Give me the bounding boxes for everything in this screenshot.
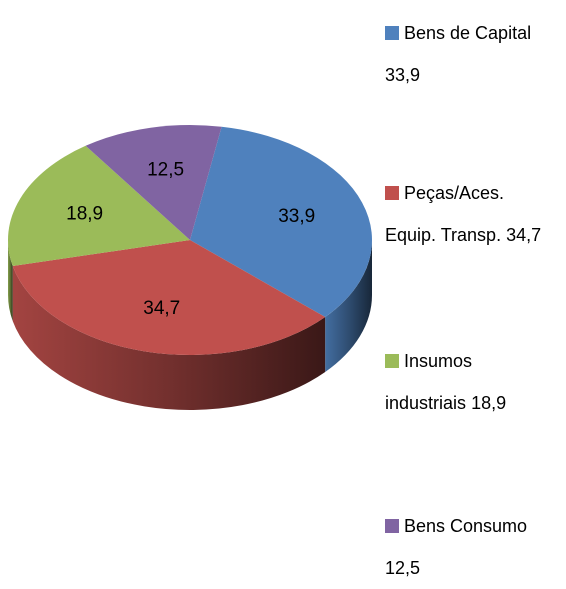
legend-label: Peças/Aces. Equip. Transp. <box>385 183 505 245</box>
data-label: 18,9 <box>66 203 103 224</box>
slice <box>12 240 326 355</box>
data-label: 33,9 <box>278 206 315 227</box>
legend-entry: Peças/Aces. Equip. Transp. 34,7 <box>385 172 550 256</box>
page: {"chart_data": {"type": "pie", "categori… <box>8 12 550 578</box>
legend-swatch <box>385 519 399 533</box>
slice-side <box>325 240 372 373</box>
legend-entry: Bens Consumo 12,5 <box>385 505 550 589</box>
legend-value: 12,5 <box>385 558 421 578</box>
data-label: 12,5 <box>147 159 184 180</box>
legend-value: 18,9 <box>471 393 507 413</box>
legend-entry: Insumos industriais 18,9 <box>385 340 550 424</box>
chart: 33,9 34,7 18,9 12,5 <box>8 125 372 410</box>
legend-value: 34,7 <box>506 225 542 245</box>
legend-label: Insumos industriais <box>385 351 473 413</box>
legend-label: Bens Consumo <box>404 516 528 536</box>
data-label: 34,7 <box>143 298 180 319</box>
slice <box>85 125 222 240</box>
legend-swatch <box>385 354 399 368</box>
legend-entry: Bens de Capital 33,9 <box>385 12 550 96</box>
legend-label: Bens de Capital <box>404 23 532 43</box>
legend-swatch <box>385 26 399 40</box>
slice <box>8 145 190 266</box>
slice <box>190 126 372 318</box>
legend-swatch <box>385 186 399 200</box>
slice-side <box>12 265 326 410</box>
legend-value: 33,9 <box>385 65 421 85</box>
slice-side <box>8 240 13 321</box>
